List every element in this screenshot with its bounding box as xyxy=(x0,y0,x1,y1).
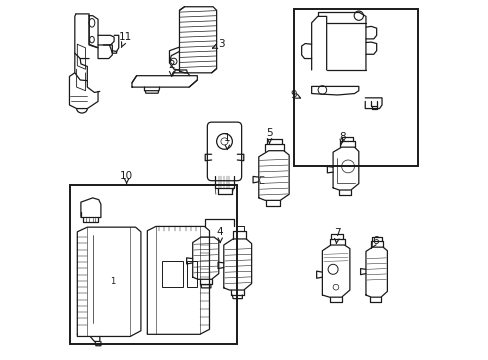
Text: 9: 9 xyxy=(290,90,300,100)
Bar xyxy=(187,261,197,287)
Bar xyxy=(70,185,237,343)
Text: 6: 6 xyxy=(370,236,379,248)
FancyBboxPatch shape xyxy=(207,122,241,181)
Text: 11: 11 xyxy=(119,32,132,48)
Text: 3: 3 xyxy=(212,39,224,49)
Text: 5: 5 xyxy=(265,128,272,144)
Text: 7: 7 xyxy=(333,228,340,244)
Text: 1: 1 xyxy=(109,277,115,286)
Text: 1: 1 xyxy=(224,133,230,149)
Text: 10: 10 xyxy=(120,171,133,184)
Text: 8: 8 xyxy=(339,132,346,145)
Bar xyxy=(162,261,183,287)
Text: 4: 4 xyxy=(217,227,223,243)
Bar xyxy=(293,9,417,166)
Text: 2: 2 xyxy=(168,60,175,76)
